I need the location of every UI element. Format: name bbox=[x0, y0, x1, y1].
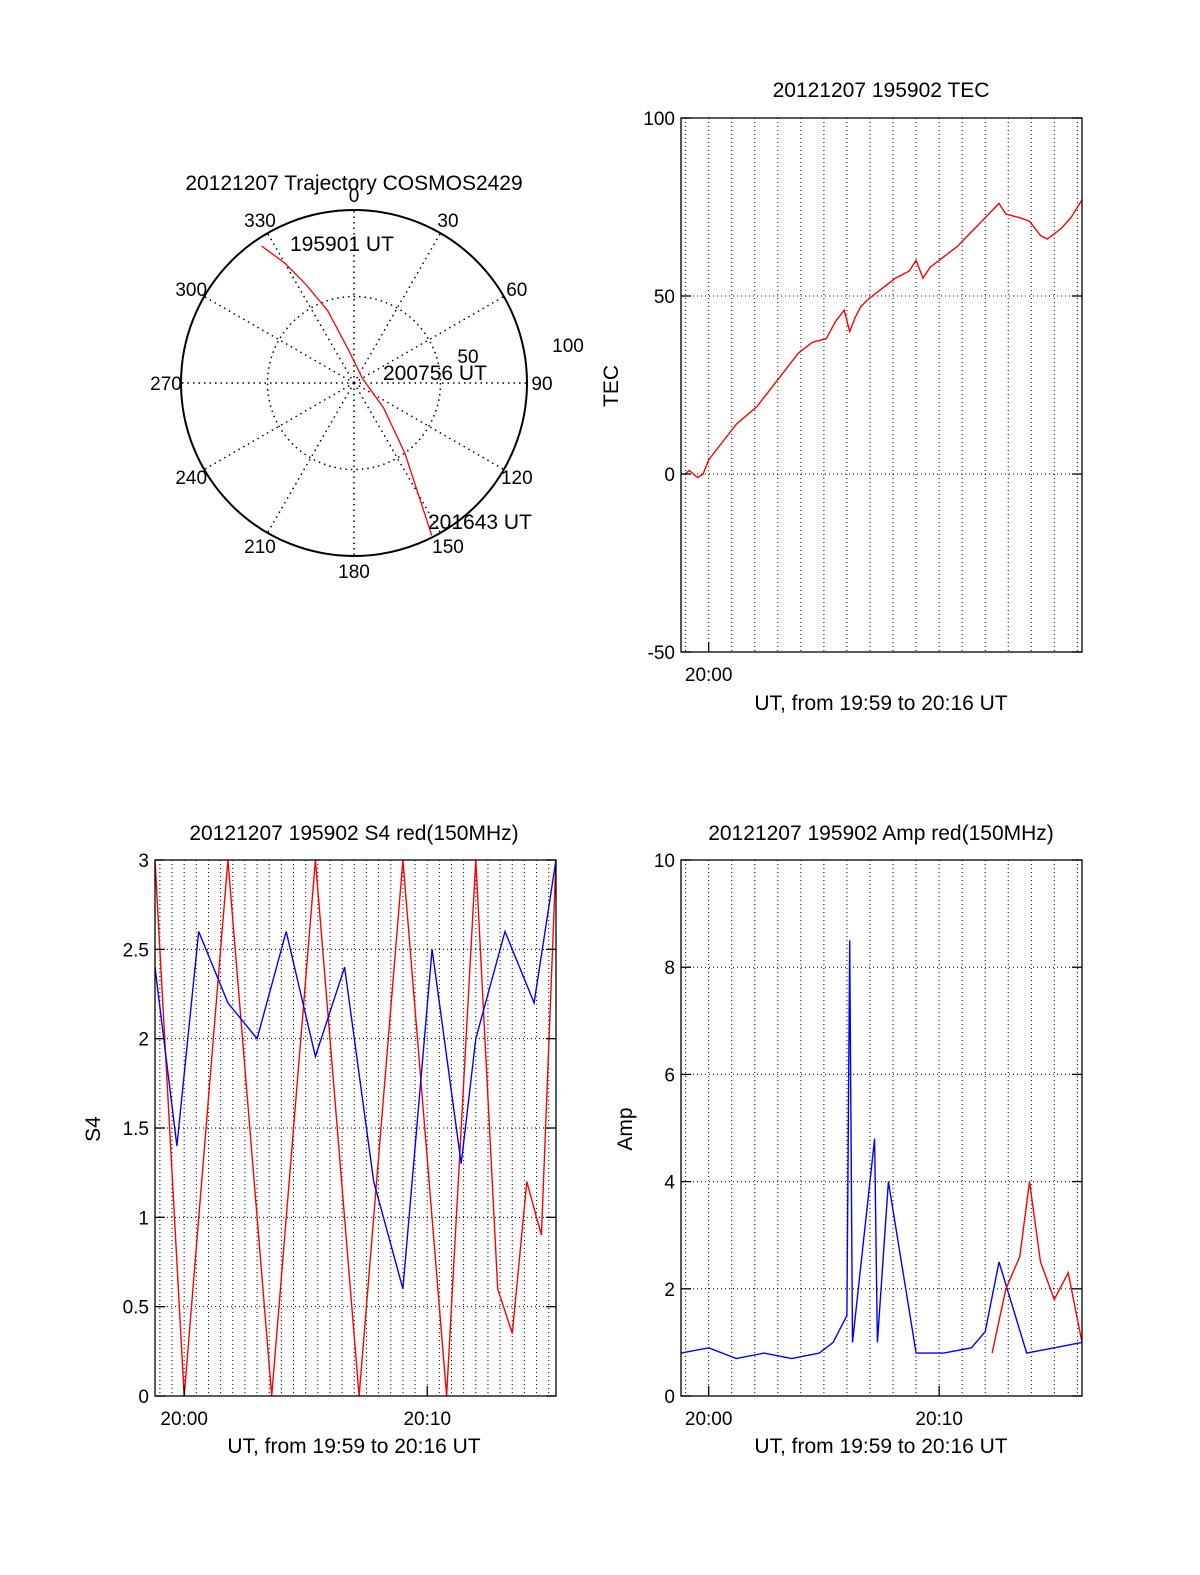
polar-title: 20121207 Trajectory COSMOS2429 bbox=[185, 172, 522, 195]
polar-outer-circle bbox=[180, 209, 528, 557]
s4-chart: 20121207 195902 S4 red(150MHz) UT, from … bbox=[82, 822, 557, 1458]
polar-azimuth-label-150: 150 bbox=[432, 537, 464, 558]
s4-xtick-label: 20:00 bbox=[160, 1409, 208, 1430]
tec-xlabel: UT, from 19:59 to 20:16 UT bbox=[754, 692, 1007, 715]
s4-ytick-label: 0 bbox=[138, 1387, 149, 1408]
tec-ylabel: TEC bbox=[600, 365, 623, 407]
polar-radial-label-100: 100 bbox=[552, 336, 584, 357]
s4-ytick-label: 2 bbox=[138, 1030, 149, 1051]
polar-azimuth-label-210: 210 bbox=[244, 537, 276, 558]
tec-ytick-label: 100 bbox=[643, 109, 675, 130]
polar-radial-label-50: 50 bbox=[457, 347, 478, 368]
s4-ytick-label: 3 bbox=[138, 851, 149, 872]
amp-xtick-label: 20:00 bbox=[685, 1409, 733, 1430]
polar-azimuth-label-240: 240 bbox=[175, 468, 207, 489]
polar-spoke-120 bbox=[353, 382, 505, 471]
polar-azimuth-label-90: 90 bbox=[531, 374, 552, 395]
amp-title: 20121207 195902 Amp red(150MHz) bbox=[708, 822, 1054, 845]
s4-series-1 bbox=[155, 860, 556, 1289]
s4-ytick-label: 2.5 bbox=[123, 940, 149, 961]
polar-azimuth-label-300: 300 bbox=[175, 280, 207, 301]
polar-azimuth-label-180: 180 bbox=[338, 562, 370, 583]
polar-inner-circle bbox=[266, 295, 442, 471]
amp-ytick-label: 0 bbox=[664, 1387, 675, 1408]
polar-grid: 0 30 60 90 120 150 180 210 240 270 300 330 bbox=[150, 186, 552, 583]
amp-xtick-label: 20:10 bbox=[915, 1409, 963, 1430]
polar-azimuth-label-120: 120 bbox=[501, 468, 533, 489]
s4-title: 20121207 195902 S4 red(150MHz) bbox=[189, 822, 518, 845]
trajectory-line bbox=[261, 245, 433, 536]
polar-azimuth-label-60: 60 bbox=[506, 280, 527, 301]
polar-azimuth-label-0: 0 bbox=[349, 186, 360, 207]
tec-chart: 20121207 195902 TEC UT, from 19:59 to 20… bbox=[600, 79, 1083, 715]
polar-spoke-60 bbox=[353, 295, 505, 384]
polar-spoke-30 bbox=[353, 232, 442, 384]
tec-title: 20121207 195902 TEC bbox=[773, 79, 990, 102]
amp-ytick-label: 10 bbox=[654, 851, 675, 872]
tec-frame bbox=[680, 117, 1083, 653]
amp-frame bbox=[680, 859, 1083, 1397]
tec-ytick-label: -50 bbox=[648, 643, 675, 664]
s4-ytick-label: 0.5 bbox=[123, 1298, 149, 1319]
polar-spoke-210 bbox=[266, 382, 355, 534]
trajectory-mid-label: 200756 UT bbox=[383, 362, 487, 385]
amp-ylabel: Amp bbox=[614, 1107, 637, 1150]
trajectory-start-label: 195901 UT bbox=[290, 233, 394, 256]
tec-ytick-label: 0 bbox=[664, 465, 675, 486]
polar-spoke-240 bbox=[203, 382, 355, 471]
polar-spoke-150 bbox=[353, 382, 442, 534]
trajectory-end-label: 201643 UT bbox=[428, 511, 532, 534]
polar-spoke-300 bbox=[203, 295, 355, 384]
polar-spoke-330 bbox=[266, 232, 355, 384]
polar-azimuth-label-270: 270 bbox=[150, 374, 182, 395]
amp-ytick-label: 2 bbox=[664, 1280, 675, 1301]
tec-ytick-label: 50 bbox=[654, 287, 675, 308]
amp-ytick-label: 8 bbox=[664, 958, 675, 979]
tec-xtick-label: 20:00 bbox=[685, 665, 733, 686]
amp-series-0 bbox=[681, 940, 1082, 1360]
s4-ylabel: S4 bbox=[82, 1116, 105, 1142]
s4-series-0 bbox=[155, 860, 556, 1396]
amp-chart: 20121207 195902 Amp red(150MHz) UT, from… bbox=[614, 822, 1083, 1458]
s4-ytick-label: 1.5 bbox=[123, 1119, 149, 1140]
polar-trajectory-plot: 20121207 Trajectory COSMOS2429 0 30 60 90 12… bbox=[150, 172, 584, 583]
polar-azimuth-label-30: 30 bbox=[437, 211, 458, 232]
amp-xlabel: UT, from 19:59 to 20:16 UT bbox=[754, 1435, 1007, 1458]
s4-xlabel: UT, from 19:59 to 20:16 UT bbox=[227, 1435, 480, 1458]
amp-series-1 bbox=[991, 1181, 1082, 1354]
tec-series-0 bbox=[684, 199, 1082, 479]
amp-ytick-label: 6 bbox=[664, 1065, 675, 1086]
amp-ytick-label: 4 bbox=[664, 1173, 675, 1194]
polar-azimuth-label-330: 330 bbox=[244, 211, 276, 232]
s4-xtick-label: 20:10 bbox=[403, 1409, 451, 1430]
s4-ytick-label: 1 bbox=[138, 1208, 149, 1229]
